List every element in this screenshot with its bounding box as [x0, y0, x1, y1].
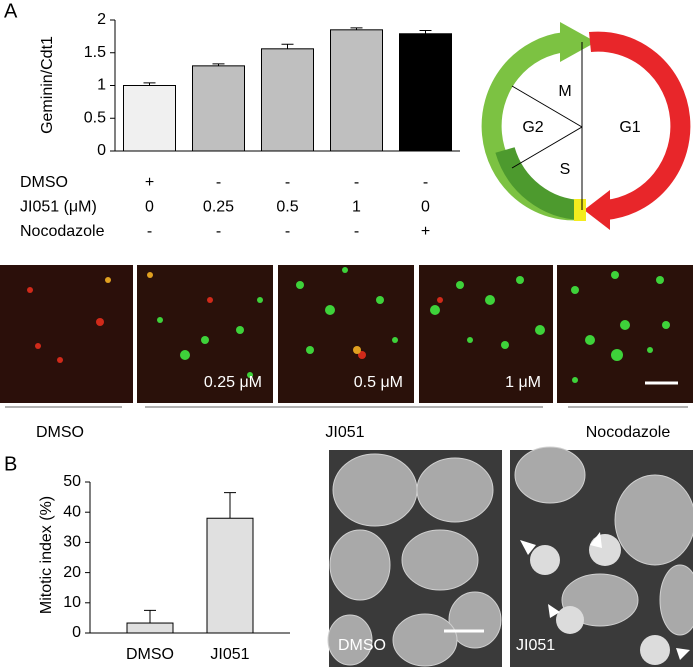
- bar: [126, 622, 174, 634]
- group-label: Nocodazole: [586, 424, 671, 441]
- bar: [206, 517, 254, 634]
- condition-value: -: [423, 174, 428, 191]
- checkpoint: [574, 199, 586, 221]
- yellow-cells: [105, 272, 361, 354]
- phase-label: S: [560, 161, 571, 178]
- group-label: JI051: [325, 424, 364, 441]
- panel-label: B: [4, 453, 17, 475]
- micrograph: [0, 265, 133, 403]
- y-tick-label: 20: [63, 564, 81, 581]
- condition-value: -: [354, 223, 359, 240]
- micrograph: [419, 265, 553, 403]
- concentration-label: 0.5 μM: [354, 374, 403, 391]
- panel-label: A: [4, 0, 18, 22]
- micrograph: [137, 265, 273, 403]
- micrograph-strip: 0.25 μM 0.5 μM 1 μM DMSO JI051 Nocodazol…: [0, 265, 693, 441]
- y-tick-label: 0: [97, 142, 106, 159]
- y-tick-label: 1: [97, 77, 106, 94]
- y-tick-label: 30: [63, 534, 81, 551]
- phase-label: G2: [522, 119, 543, 136]
- image-label: DMSO: [338, 637, 386, 654]
- divider: [511, 126, 583, 169]
- red-cells: [27, 287, 443, 363]
- condition-value: +: [145, 174, 154, 191]
- y-tick-label: 40: [63, 503, 81, 520]
- error-bar: [144, 609, 156, 624]
- condition-value: -: [216, 223, 221, 240]
- bar: [123, 85, 176, 152]
- divider: [511, 85, 583, 128]
- bar: [399, 33, 452, 152]
- y-tick-label: 1.5: [84, 44, 106, 61]
- error-bar: [224, 492, 236, 519]
- x-tick-label: JI051: [210, 646, 249, 663]
- condition-value: +: [421, 223, 430, 240]
- condition-value: 0: [421, 199, 430, 216]
- condition-value: -: [216, 174, 221, 191]
- y-tick-label: 10: [63, 594, 81, 611]
- error-bar: [212, 63, 225, 66]
- x-tick-label: DMSO: [126, 646, 174, 663]
- condition-label: Nocodazole: [20, 223, 105, 240]
- y-tick-label: 50: [63, 473, 81, 490]
- concentration-label: 1 μM: [505, 374, 541, 391]
- bar: [261, 48, 314, 152]
- y-tick-label: 2: [97, 11, 106, 28]
- arrowheads: [520, 532, 690, 660]
- condition-value: -: [147, 223, 152, 240]
- bar: [192, 65, 245, 152]
- error-bar: [281, 43, 294, 49]
- condition-label: JI051 (μM): [20, 199, 97, 216]
- y-tick-label: 0.5: [84, 109, 106, 126]
- condition-value: 1: [352, 199, 361, 216]
- micrograph: [557, 265, 693, 403]
- condition-value: -: [354, 174, 359, 191]
- y-tick-label: 0: [72, 624, 81, 641]
- s-arc: [495, 146, 583, 220]
- arrow-head: [584, 190, 610, 230]
- concentration-label: 0.25 μM: [204, 374, 262, 391]
- error-bar: [419, 29, 432, 34]
- arrow-head: [560, 22, 596, 62]
- nuclear-images: DMSO JI051: [327, 446, 693, 667]
- g1-arc: [589, 31, 691, 220]
- y-axis-label: Mitotic index (%): [38, 496, 55, 614]
- condition-value: -: [285, 223, 290, 240]
- green-cells: [157, 267, 670, 383]
- condition-label: DMSO: [20, 174, 68, 191]
- error-bar: [350, 27, 363, 30]
- phase-label: G1: [619, 119, 640, 136]
- cell-cycle-diagram: M G2 S G1: [481, 22, 691, 230]
- condition-value: 0.5: [276, 199, 298, 216]
- condition-value: 0.25: [203, 199, 234, 216]
- phase-label: M: [558, 83, 571, 100]
- condition-value: -: [285, 174, 290, 191]
- error-bar: [143, 82, 156, 86]
- group-label: DMSO: [36, 424, 84, 441]
- y-axis-label: Geminin/Cdt1: [39, 36, 56, 134]
- condition-value: 0: [145, 199, 154, 216]
- bar: [330, 29, 383, 152]
- image-label: JI051: [516, 637, 555, 654]
